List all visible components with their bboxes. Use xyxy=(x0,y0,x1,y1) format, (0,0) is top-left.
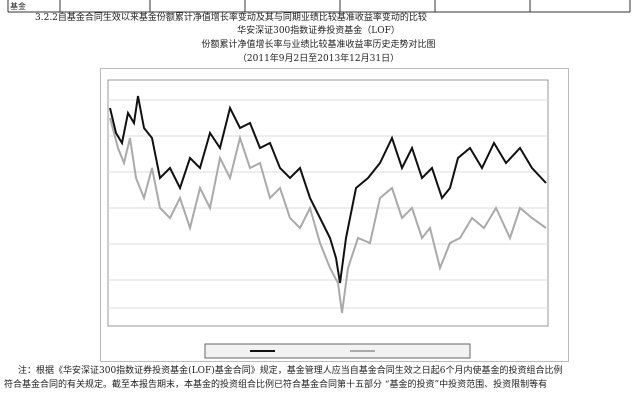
note-line: 注：根据《华安深证300指数证券投资基金(LOF)基金合同》规定，基金管理人应当… xyxy=(18,366,563,376)
table-edge xyxy=(7,0,631,13)
note-line: 符合基金合同的有关规定。截至本报告期末，本基金的投资组合比例已符合基金合同第十五… xyxy=(4,380,548,390)
section-heading: 3.2.2自基金合同生效以来基金份额累计净值增长率变动及其与同期业绩比较基准收益… xyxy=(35,13,427,23)
fund-name: 华安深证300指数证券投资基金（LOF） xyxy=(237,26,400,36)
table-cell: 基金 xyxy=(10,2,26,11)
figure xyxy=(100,68,569,362)
figure-title: 份额累计净值增长率与业绩比较基准收益率历史走势对比图 xyxy=(201,40,436,50)
period: （2011年9月2日至2013年12月31日） xyxy=(237,54,400,64)
